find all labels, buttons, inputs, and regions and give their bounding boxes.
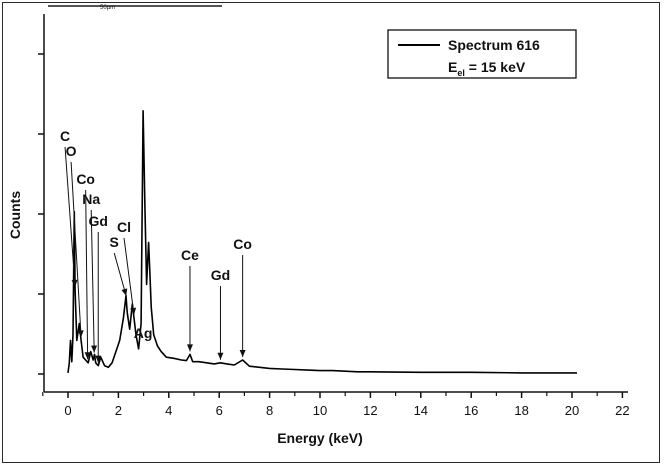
annotation-arrow-head — [186, 344, 193, 352]
peak-label: Co — [233, 236, 252, 252]
legend-subtitle-sub: el — [457, 68, 465, 78]
y-axis-ticks — [38, 53, 44, 375]
peak-label: Co — [76, 171, 95, 187]
annotation-arrow-line — [113, 252, 127, 297]
annotation-arrow-head — [71, 279, 78, 287]
x-tick-label: 10 — [313, 403, 327, 418]
legend-box — [387, 29, 577, 79]
annotation-arrow-head — [217, 352, 224, 360]
x-axis-tick-labels: 0 2 4 6 8 10 12 14 16 18 20 22 — [64, 403, 629, 418]
x-tick-label: 0 — [64, 403, 71, 418]
peak-annotation: S — [110, 234, 128, 297]
x-axis-ticks — [42, 392, 624, 398]
peak-annotation: O — [66, 143, 84, 338]
annotation-arrow-line — [70, 161, 82, 338]
peak-annotation: Na — [82, 191, 100, 353]
peak-label: Na — [82, 191, 100, 207]
annotation-arrow-head — [130, 307, 137, 315]
x-tick-label: 18 — [514, 403, 528, 418]
peak-annotation: Co — [233, 236, 252, 357]
peak-annotation: Ce — [181, 247, 199, 352]
peak-label: Gd — [211, 267, 230, 283]
annotation-arrow-head — [121, 288, 128, 296]
x-tick-label: 6 — [216, 403, 223, 418]
x-tick-label: 8 — [266, 403, 273, 418]
peak-label: Ce — [181, 247, 199, 263]
legend-subtitle-main: E — [448, 59, 457, 75]
peak-label: S — [110, 234, 119, 250]
peak-label: Ag — [134, 325, 153, 341]
peak-label: Gd — [89, 213, 108, 229]
peak-label: Cl — [117, 219, 131, 235]
annotation-arrow-head — [239, 350, 246, 357]
x-tick-label: 2 — [115, 403, 122, 418]
scale-bar: 50µm — [48, 5, 222, 11]
y-axis-title: Counts — [7, 191, 23, 239]
legend-subtitle: Eel = 15 keV — [448, 59, 526, 78]
peak-annotation: C — [60, 128, 78, 288]
annotation-arrow-head — [95, 355, 102, 363]
peak-annotation: Gd — [89, 213, 108, 363]
x-tick-label: 20 — [565, 403, 579, 418]
peak-annotation: Gd — [211, 267, 230, 360]
peak-annotation: Co — [76, 171, 95, 360]
scale-bar-label: 50µm — [100, 5, 115, 11]
annotation-arrow-line — [123, 237, 135, 316]
legend: Spectrum 616 Eel = 15 keV — [387, 29, 577, 79]
annotation-arrow-head — [77, 330, 84, 338]
annotation-arrow-head — [91, 345, 98, 353]
x-tick-label: 4 — [165, 403, 172, 418]
annotation-arrow-line — [90, 209, 95, 353]
peak-label: C — [60, 128, 70, 144]
peak-annotation: Ag — [134, 325, 153, 341]
x-tick-label: 22 — [615, 403, 629, 418]
series-line-spectrum-616 — [67, 110, 577, 374]
annotation-arrow-line — [85, 189, 89, 360]
legend-entry-spectrum-616: Spectrum 616 — [448, 37, 540, 53]
x-tick-label: 14 — [414, 403, 428, 418]
x-axis-title: Energy (keV) — [277, 430, 363, 446]
annotation-arrow-line — [64, 146, 76, 288]
x-tick-label: 12 — [363, 403, 377, 418]
legend-subtitle-rest: = 15 keV — [465, 59, 526, 75]
x-tick-label: 16 — [464, 403, 478, 418]
figure-frame — [2, 2, 660, 463]
peak-annotation: Cl — [117, 219, 137, 316]
annotation-arrow-head — [84, 352, 91, 360]
peak-label: O — [66, 143, 77, 159]
